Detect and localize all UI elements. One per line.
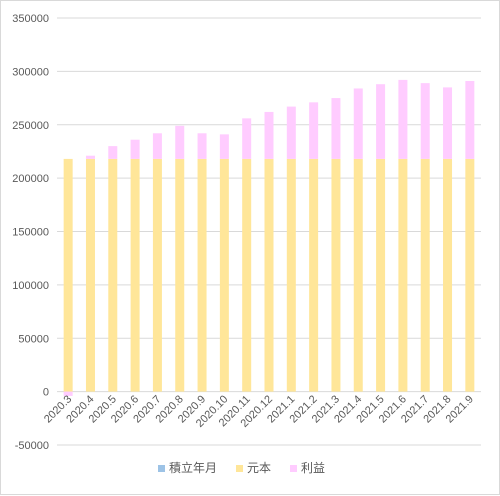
bar-2020.12-series-1 xyxy=(264,158,274,392)
legend: 積立年月 元本 利益 xyxy=(158,460,325,475)
bar-2021.3-series-2 xyxy=(331,98,341,159)
bar-2021.8-series-1 xyxy=(443,158,453,392)
bar-2021.1-series-2 xyxy=(286,106,296,159)
bar-2021.8-series-2 xyxy=(443,87,453,159)
y-tick-label: 350000 xyxy=(12,13,49,25)
y-tick-label: 0 xyxy=(43,387,49,399)
bar-2020.7-series-1 xyxy=(152,158,162,392)
legend-label: 積立年月 xyxy=(169,460,217,475)
bar-2020.4-series-2 xyxy=(85,155,95,159)
bar-2020.7-series-2 xyxy=(152,133,162,159)
bar-2020.6-series-2 xyxy=(130,139,140,159)
bar-2020.8-series-1 xyxy=(175,158,185,392)
bar-2020.11-series-2 xyxy=(242,118,252,159)
bar-2020.8-series-2 xyxy=(175,125,185,159)
y-tick-label: 100000 xyxy=(12,280,49,292)
bar-2021.9-series-1 xyxy=(465,158,475,392)
legend-label: 元本 xyxy=(247,461,271,475)
bar-2021.1-series-1 xyxy=(286,158,296,392)
legend-swatch xyxy=(158,465,165,472)
bar-2020.9-series-1 xyxy=(197,158,207,392)
bar-2021.6-series-2 xyxy=(398,79,408,159)
bar-2021.2-series-2 xyxy=(309,102,319,159)
bar-2020.9-series-2 xyxy=(197,133,207,159)
bar-2020.3-series-1 xyxy=(63,158,73,392)
y-tick-label: 50000 xyxy=(18,333,49,345)
bar-2020.5-series-2 xyxy=(108,146,118,159)
bar-2020.6-series-1 xyxy=(130,158,140,392)
x-axis-tick-labels: 2020.32020.42020.52020.62020.72020.82020… xyxy=(42,393,476,430)
bar-2020.5-series-1 xyxy=(108,158,118,392)
bar-2021.3-series-1 xyxy=(331,158,341,392)
legend-label: 利益 xyxy=(301,461,325,475)
bar-2020.10-series-1 xyxy=(219,158,229,392)
y-tick-label: 250000 xyxy=(12,120,49,132)
bar-2020.10-series-2 xyxy=(219,134,229,159)
y-tick-label: 300000 xyxy=(12,66,49,78)
y-tick-label: -50000 xyxy=(15,440,49,452)
legend-swatch xyxy=(236,465,243,472)
bar-2021.2-series-1 xyxy=(309,158,319,392)
y-tick-label: 200000 xyxy=(12,173,49,185)
bar-2021.7-series-2 xyxy=(420,83,430,159)
bar-2021.4-series-2 xyxy=(353,88,363,159)
bar-2021.5-series-2 xyxy=(376,84,386,159)
bar-layer xyxy=(63,79,475,396)
legend-swatch xyxy=(290,465,297,472)
bar-2020.3-series-2 xyxy=(63,391,73,396)
bar-2021.4-series-1 xyxy=(353,158,363,392)
y-axis-tick-labels: 350000 300000 250000 200000 150000 100000 5000… xyxy=(12,13,49,452)
bar-2020.4-series-1 xyxy=(85,158,95,392)
bar-2020.11-series-1 xyxy=(242,158,252,392)
bar-2021.9-series-2 xyxy=(465,80,475,159)
y-tick-label: 150000 xyxy=(12,227,49,239)
bar-2020.12-series-2 xyxy=(264,111,274,159)
bar-2021.5-series-1 xyxy=(376,158,386,392)
bar-2021.6-series-1 xyxy=(398,158,408,392)
bar-2021.7-series-1 xyxy=(420,158,430,392)
